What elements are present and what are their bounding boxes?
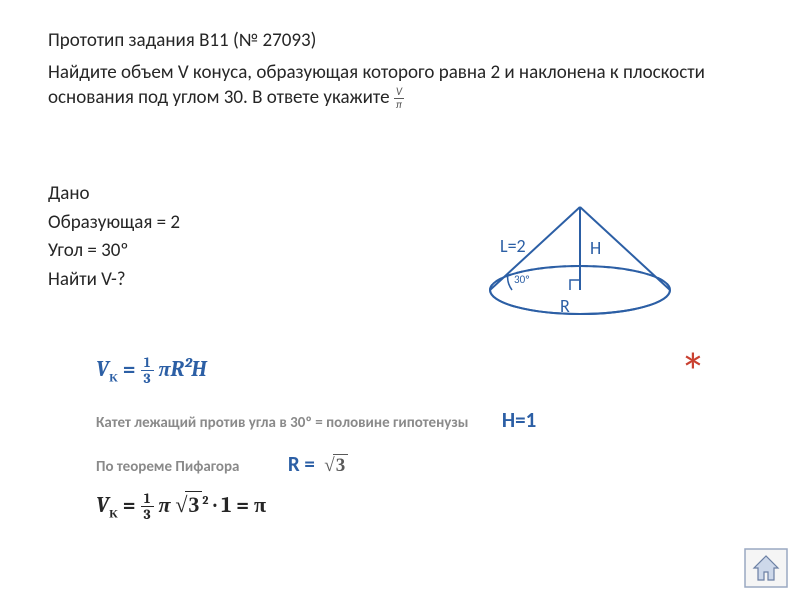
given-header: Дано (48, 180, 180, 209)
title-line2: Найдите объем V конуса, образующая котор… (48, 60, 748, 112)
r-label: R = (288, 451, 315, 477)
given-block: Дано Образующая = 2 Угол = 30º Найти V-? (48, 180, 180, 294)
title-line1: Прототип задания B11 (№ 27093) (48, 28, 748, 54)
given-slant: Образующая = 2 (48, 209, 180, 238)
given-find: Найти V-? (48, 266, 180, 295)
pythagoras-row: По теореме Пифагора R = √3 (96, 451, 736, 477)
solution-block: VК = 1 3 πR²H Катет лежащий против угла … (96, 355, 736, 523)
cone-diagram: L=2 H R 30º (470, 195, 690, 330)
label-R: R (560, 295, 570, 317)
cone-svg (470, 195, 690, 325)
given-angle: Угол = 30º (48, 237, 180, 266)
title-text: Найдите объем V конуса, образующая котор… (48, 61, 705, 110)
home-icon (744, 548, 788, 588)
cathetus-note: Катет лежащий против угла в 30º = полови… (96, 407, 736, 433)
problem-title: Прототип задания B11 (№ 27093) Найдите о… (48, 28, 748, 111)
h-value: H=1 (502, 407, 536, 433)
label-L: L=2 (500, 235, 526, 257)
label-angle: 30º (514, 273, 530, 286)
volume-formula: VК = 1 3 πR²H (96, 355, 736, 387)
final-formula: VК = 1 3 π √32 · 1 = π (96, 491, 736, 523)
label-H: H (590, 237, 601, 259)
answer-fraction: V π (394, 86, 404, 111)
home-button[interactable] (744, 548, 788, 588)
